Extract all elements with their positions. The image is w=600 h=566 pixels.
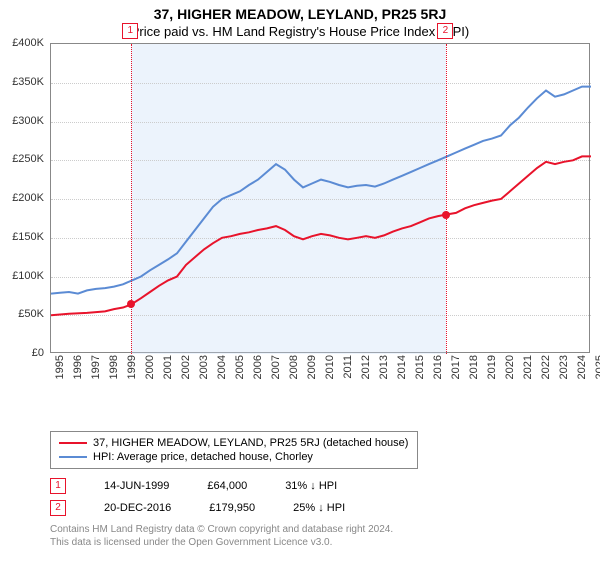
legend-item: HPI: Average price, detached house, Chor… (59, 450, 409, 464)
x-axis-label: 2023 (558, 355, 570, 379)
y-axis-label: £0 (32, 347, 44, 359)
event-price: £64,000 (207, 480, 247, 492)
x-axis-label: 2010 (324, 355, 336, 379)
x-axis-label: 1996 (72, 355, 84, 379)
event-box-1: 1 (50, 478, 66, 494)
x-axis-label: 1997 (90, 355, 102, 379)
y-axis-label: £350K (12, 76, 44, 88)
y-axis-label: £400K (12, 37, 44, 49)
x-axis-label: 2004 (216, 355, 228, 379)
chart-area: £0£50K£100K£150K£200K£250K£300K£350K£400… (50, 43, 590, 373)
x-axis-label: 2020 (504, 355, 516, 379)
legend-item: 37, HIGHER MEADOW, LEYLAND, PR25 5RJ (de… (59, 436, 409, 450)
x-axis-label: 1998 (108, 355, 120, 379)
legend-swatch (59, 456, 87, 458)
x-axis-label: 2012 (360, 355, 372, 379)
x-axis-label: 2017 (450, 355, 462, 379)
y-axis-label: £150K (12, 231, 44, 243)
x-axis-label: 1995 (54, 355, 66, 379)
x-axis-label: 2015 (414, 355, 426, 379)
x-axis-label: 2001 (162, 355, 174, 379)
x-axis-label: 2024 (576, 355, 588, 379)
chart-subtitle: Price paid vs. HM Land Registry's House … (0, 24, 600, 39)
legend-swatch (59, 442, 87, 444)
x-axis-label: 2002 (180, 355, 192, 379)
event-marker-1: 1 (122, 23, 138, 39)
x-axis-label: 1999 (126, 355, 138, 379)
event-date: 14-JUN-1999 (104, 480, 169, 492)
footer-attribution: Contains HM Land Registry data © Crown c… (50, 523, 570, 549)
event-box-2: 2 (50, 500, 66, 516)
y-axis-label: £250K (12, 153, 44, 165)
footer-line-2: This data is licensed under the Open Gov… (50, 536, 570, 549)
event-hpi-delta: 31% ↓ HPI (285, 480, 337, 492)
x-axis-label: 2009 (306, 355, 318, 379)
x-axis-label: 2000 (144, 355, 156, 379)
plot-region (50, 43, 590, 353)
x-axis-label: 2006 (252, 355, 264, 379)
events-table: 1 14-JUN-1999 £64,000 31% ↓ HPI 2 20-DEC-2016… (50, 475, 570, 519)
x-axis-label: 2021 (522, 355, 534, 379)
x-axis-label: 2014 (396, 355, 408, 379)
event-dot-2 (442, 211, 450, 219)
y-axis-label: £50K (18, 308, 44, 320)
x-axis-label: 2003 (198, 355, 210, 379)
x-axis-label: 2007 (270, 355, 282, 379)
x-axis-label: 2022 (540, 355, 552, 379)
y-axis-label: £200K (12, 192, 44, 204)
legend-label: HPI: Average price, detached house, Chor… (93, 451, 313, 463)
y-axis-label: £100K (12, 270, 44, 282)
y-axis-label: £300K (12, 115, 44, 127)
chart-legend: 37, HIGHER MEADOW, LEYLAND, PR25 5RJ (de… (50, 431, 418, 469)
x-axis-label: 2013 (378, 355, 390, 379)
event-line-2 (446, 44, 447, 354)
chart-title: 37, HIGHER MEADOW, LEYLAND, PR25 5RJ (0, 6, 600, 22)
x-axis-label: 2025 (594, 355, 600, 379)
x-axis-label: 2005 (234, 355, 246, 379)
event-row-1: 1 14-JUN-1999 £64,000 31% ↓ HPI (50, 475, 570, 497)
legend-label: 37, HIGHER MEADOW, LEYLAND, PR25 5RJ (de… (93, 437, 408, 449)
x-axis-label: 2011 (342, 355, 354, 379)
x-axis-label: 2019 (486, 355, 498, 379)
event-dot-1 (127, 300, 135, 308)
x-axis-label: 2016 (432, 355, 444, 379)
event-date: 20-DEC-2016 (104, 502, 171, 514)
event-row-2: 2 20-DEC-2016 £179,950 25% ↓ HPI (50, 497, 570, 519)
x-axis-label: 2018 (468, 355, 480, 379)
event-hpi-delta: 25% ↓ HPI (293, 502, 345, 514)
event-price: £179,950 (209, 502, 255, 514)
footer-line-1: Contains HM Land Registry data © Crown c… (50, 523, 570, 536)
x-axis-label: 2008 (288, 355, 300, 379)
event-marker-2: 2 (437, 23, 453, 39)
